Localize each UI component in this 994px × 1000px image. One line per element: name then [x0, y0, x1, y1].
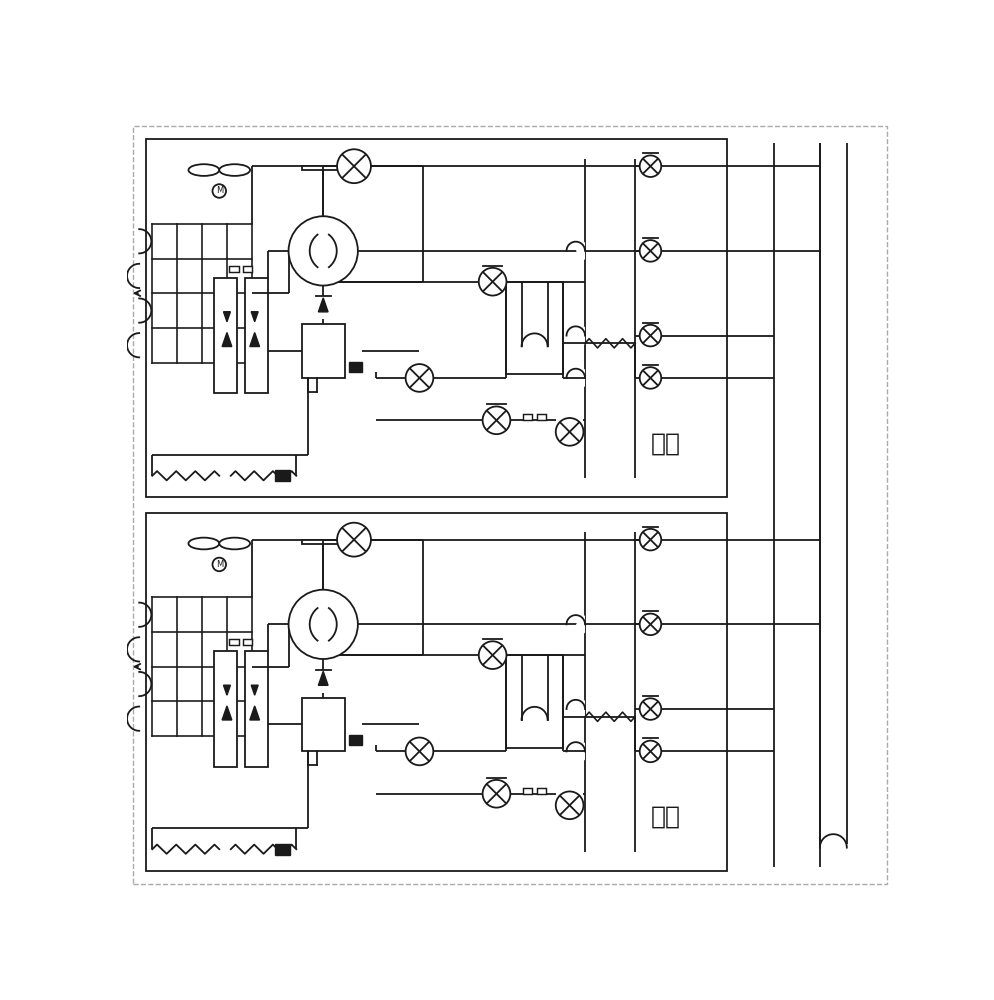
- Polygon shape: [249, 706, 259, 720]
- Bar: [274, 470, 290, 481]
- Ellipse shape: [188, 164, 219, 176]
- Circle shape: [639, 698, 661, 720]
- Polygon shape: [222, 706, 232, 720]
- Bar: [245, 278, 267, 393]
- Polygon shape: [576, 242, 584, 260]
- Polygon shape: [250, 685, 257, 695]
- Circle shape: [288, 216, 358, 286]
- Polygon shape: [576, 700, 584, 718]
- Polygon shape: [576, 742, 584, 761]
- Bar: [523, 414, 532, 420]
- Polygon shape: [318, 671, 328, 685]
- Bar: [348, 735, 362, 745]
- Circle shape: [639, 325, 661, 346]
- Bar: [214, 651, 237, 767]
- Polygon shape: [224, 312, 231, 322]
- Ellipse shape: [188, 538, 219, 549]
- Bar: [245, 651, 267, 767]
- Circle shape: [213, 558, 226, 571]
- Circle shape: [639, 529, 661, 550]
- Bar: [274, 844, 290, 855]
- Bar: [537, 788, 546, 794]
- Circle shape: [213, 184, 226, 198]
- Polygon shape: [250, 312, 257, 322]
- Circle shape: [639, 155, 661, 177]
- Circle shape: [482, 780, 510, 808]
- Bar: [229, 266, 239, 272]
- Text: 主机: 主机: [650, 805, 680, 829]
- Text: M: M: [216, 560, 223, 569]
- Circle shape: [288, 590, 358, 659]
- Polygon shape: [224, 685, 231, 695]
- Circle shape: [639, 367, 661, 389]
- Circle shape: [639, 614, 661, 635]
- Bar: [348, 362, 362, 372]
- Bar: [146, 513, 727, 871]
- Bar: [214, 278, 237, 393]
- Bar: [505, 282, 563, 374]
- Bar: [243, 639, 252, 645]
- Circle shape: [482, 406, 510, 434]
- Polygon shape: [576, 615, 584, 634]
- Bar: [301, 540, 345, 544]
- Circle shape: [406, 738, 433, 765]
- Bar: [523, 788, 532, 794]
- Bar: [301, 166, 345, 170]
- Bar: [537, 414, 546, 420]
- Text: 从机: 从机: [650, 431, 680, 455]
- Bar: [505, 655, 563, 748]
- Bar: [146, 139, 727, 497]
- Ellipse shape: [219, 538, 249, 549]
- Text: M: M: [216, 186, 223, 195]
- Circle shape: [337, 523, 371, 557]
- Circle shape: [639, 240, 661, 262]
- Bar: [243, 266, 252, 272]
- Circle shape: [406, 364, 433, 392]
- Circle shape: [478, 268, 506, 296]
- Bar: [301, 698, 345, 751]
- Polygon shape: [576, 326, 584, 345]
- Polygon shape: [318, 298, 328, 312]
- Circle shape: [556, 791, 582, 819]
- Circle shape: [639, 741, 661, 762]
- Circle shape: [556, 418, 582, 446]
- Ellipse shape: [219, 164, 249, 176]
- Polygon shape: [222, 333, 232, 347]
- Bar: [229, 639, 239, 645]
- Bar: [301, 324, 345, 378]
- Circle shape: [478, 641, 506, 669]
- Circle shape: [337, 149, 371, 183]
- Polygon shape: [249, 333, 259, 347]
- Polygon shape: [576, 369, 584, 387]
